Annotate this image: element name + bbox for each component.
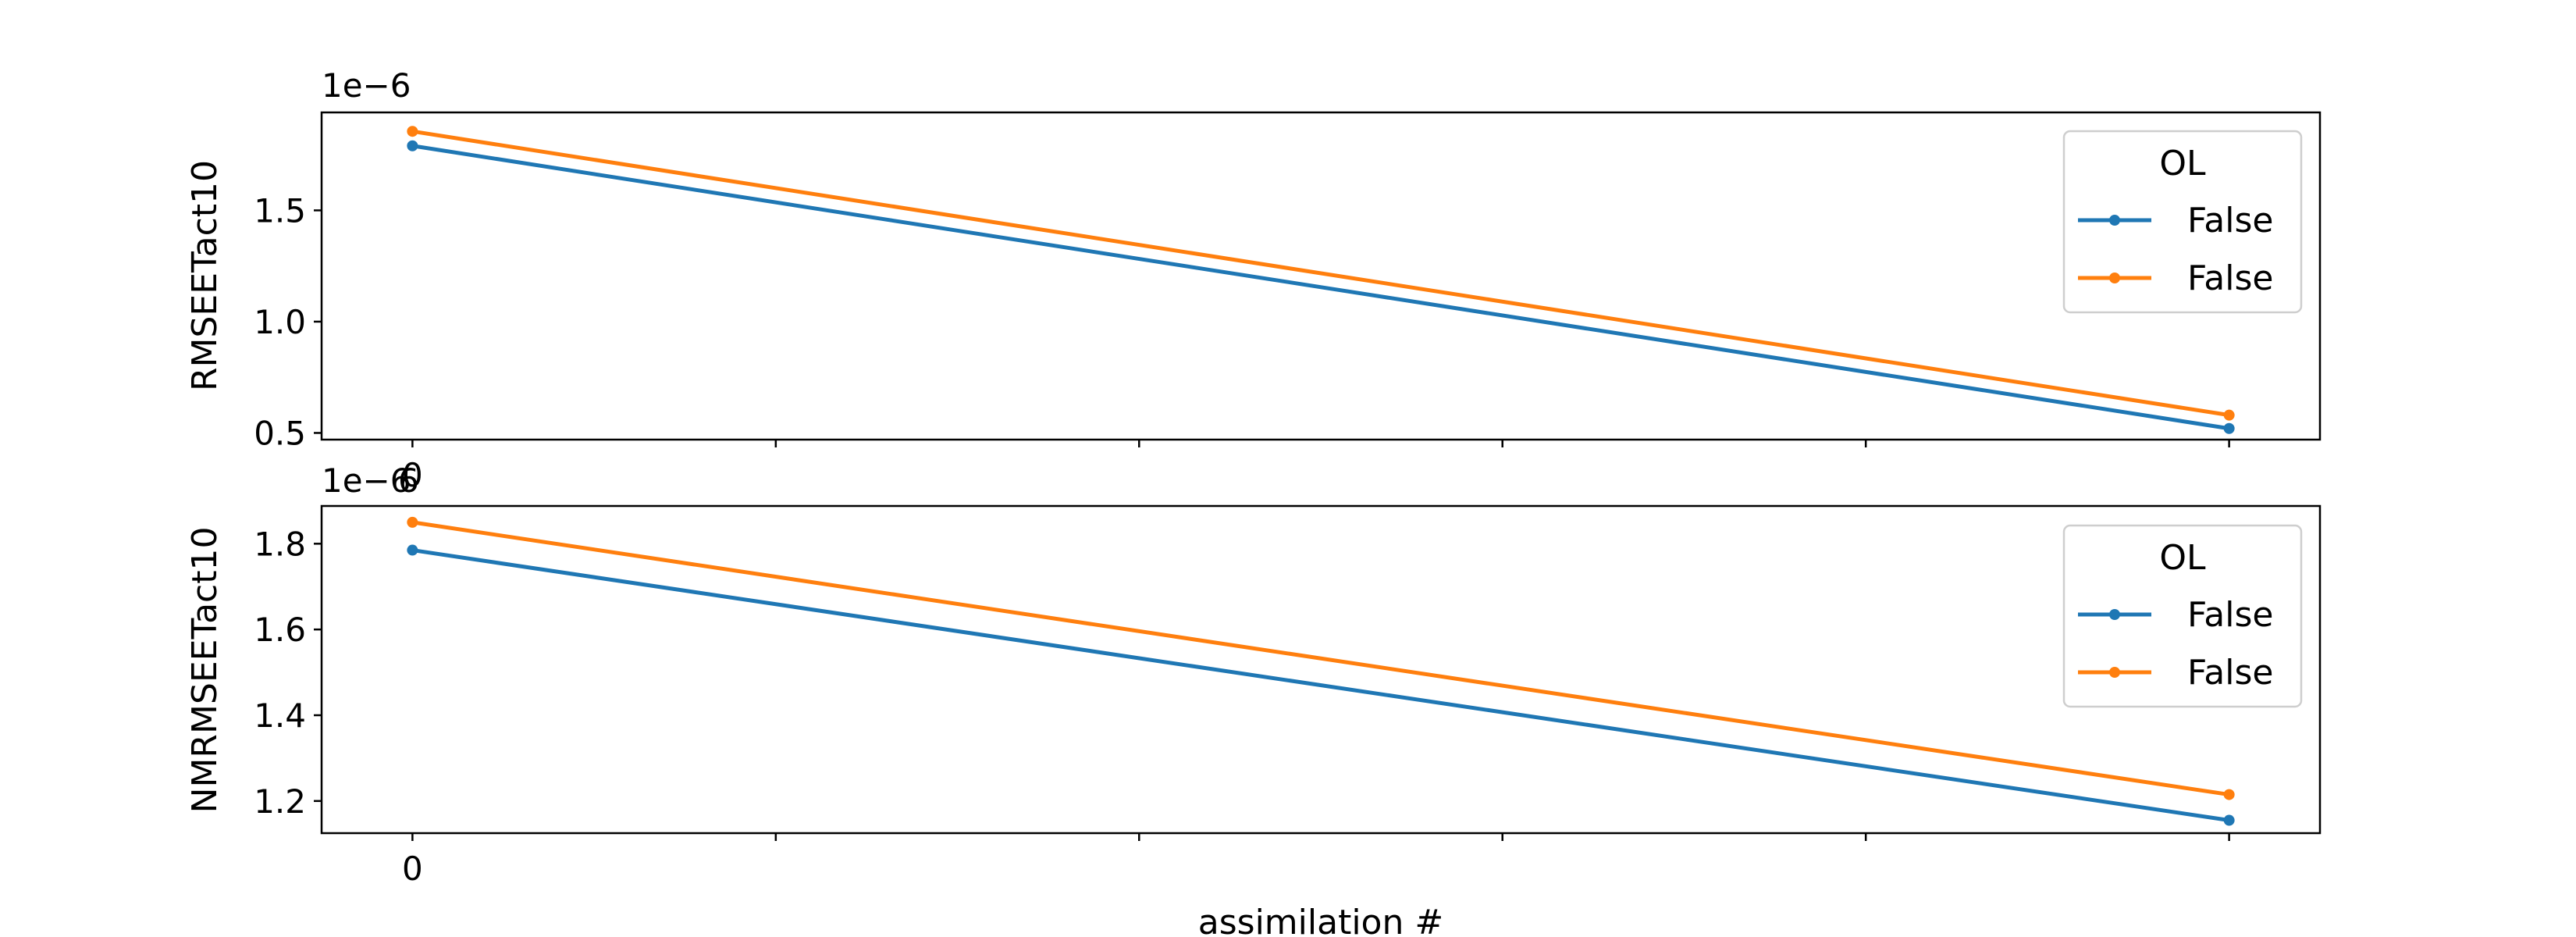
bottom-xticks: 0	[402, 833, 2230, 888]
bottom-ytick-label: 1.8	[254, 525, 306, 563]
top-legend-marker-1	[2109, 215, 2120, 226]
top-ytick-label: 1.5	[254, 191, 306, 230]
bottom-ytick-label: 1.2	[254, 782, 306, 821]
bottom-y-axis-label: NMRMSEETact10	[185, 527, 225, 814]
top-legend-title: OL	[2159, 144, 2206, 183]
top-ytick-label: 1.0	[254, 303, 306, 341]
top-series-1-point	[407, 140, 418, 151]
top-plot-lines	[407, 126, 2235, 434]
bottom-axes: 1.2 1.4 1.6 1.8 0 1e−6 6 NMRMSEETact10 assi…	[185, 461, 2322, 937]
bottom-offset-text: 1e−6	[322, 461, 411, 500]
bottom-yticks: 1.2 1.4 1.6 1.8	[254, 525, 322, 821]
bottom-plot-lines	[407, 516, 2235, 826]
top-series-2-point	[2223, 409, 2235, 421]
bottom-offset-overlap-text: 6	[398, 461, 419, 500]
top-legend-box	[2062, 130, 2303, 314]
top-xticks: 0	[402, 440, 2230, 494]
bottom-series-2-line	[410, 520, 2232, 797]
top-yticks: 0.5 1.0 1.5	[254, 191, 322, 452]
bottom-legend-marker-1	[2109, 609, 2120, 620]
top-y-axis-label: RMSEETact10	[185, 160, 225, 391]
bottom-series-1-point	[407, 544, 418, 556]
top-legend-label-1: False	[2187, 201, 2273, 240]
bottom-series-2-point	[407, 516, 418, 528]
bottom-legend-title: OL	[2159, 538, 2206, 578]
bottom-legend: OL False False	[2062, 524, 2303, 708]
top-legend: OL False False	[2062, 130, 2303, 314]
x-axis-label: assimilation #	[1198, 903, 1443, 937]
top-ytick-label: 0.5	[254, 414, 306, 452]
top-legend-label-2: False	[2187, 258, 2273, 298]
top-axes: 0.5 1.0 1.5 0 1e−6 RMSEETact10 OL False Fa…	[185, 66, 2322, 494]
bottom-legend-box	[2062, 524, 2303, 708]
top-series-2-point	[407, 126, 418, 137]
top-series-2-line	[410, 129, 2232, 418]
bottom-legend-marker-2	[2109, 667, 2120, 678]
top-series-1-point	[2223, 422, 2235, 434]
bottom-series-2-point	[2223, 789, 2235, 800]
top-series-1-line	[410, 143, 2232, 431]
bottom-series-1-point	[2223, 814, 2235, 826]
bottom-xtick-label: 0	[402, 850, 423, 888]
bottom-legend-label-2: False	[2187, 653, 2273, 693]
bottom-ytick-label: 1.6	[254, 611, 306, 649]
bottom-series-1-line	[410, 547, 2232, 823]
bottom-legend-label-1: False	[2187, 595, 2273, 635]
top-xtick-label: 0	[402, 456, 423, 494]
top-offset-text: 1e−6	[322, 66, 411, 105]
top-legend-marker-2	[2109, 273, 2120, 283]
bottom-axes-frame	[320, 504, 2322, 835]
top-axes-frame	[320, 111, 2322, 441]
bottom-ytick-label: 1.4	[254, 697, 306, 735]
